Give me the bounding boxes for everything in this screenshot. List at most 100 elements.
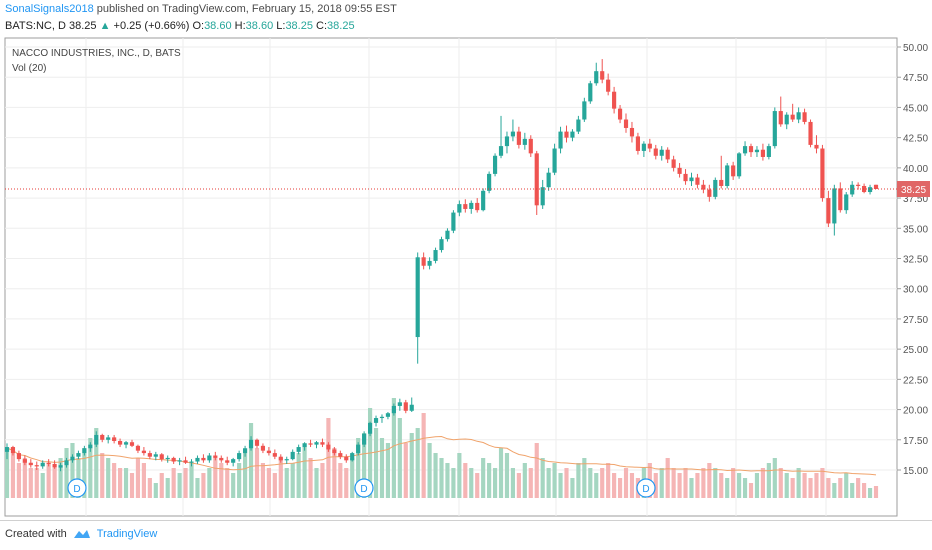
candle-body (653, 148, 658, 156)
volume-bar (707, 463, 712, 498)
candle-body (320, 442, 325, 445)
volume-bar (123, 468, 129, 498)
volume-bar (421, 413, 426, 498)
volume-bar (659, 468, 664, 498)
volume-bar (802, 473, 807, 498)
volume-ma-line (6, 435, 877, 476)
volume-bar (737, 473, 742, 498)
candle-body (504, 136, 510, 147)
volume-bar (350, 458, 355, 498)
volume-bar (302, 443, 307, 498)
volume-bar (469, 468, 474, 498)
candle-body (409, 404, 414, 411)
y-tick-label: 45.00 (903, 103, 928, 114)
volume-bar (766, 463, 771, 498)
price-chart[interactable]: 15.00 17.50 20.00 22.50 25.00 27.50 30.00 32.50… (0, 36, 932, 520)
candle-body (873, 184, 879, 190)
volume-bar (427, 443, 432, 498)
candle-body (373, 418, 379, 423)
volume-bar (266, 468, 271, 498)
volume-bar (451, 468, 456, 498)
dividend-marker-label: D (642, 484, 649, 495)
candle-body (528, 138, 533, 154)
candle-body (362, 433, 367, 445)
volume-bar (272, 473, 277, 498)
y-tick-label: 22.50 (903, 375, 928, 386)
publish-header: SonalSignals2018 published on TradingVie… (5, 3, 397, 15)
candle-body (534, 153, 539, 206)
volume-bar (873, 486, 879, 498)
volume-bar (588, 468, 593, 498)
author-link[interactable]: SonalSignals2018 (5, 3, 94, 15)
candle-body (671, 159, 676, 168)
candle-body (629, 127, 635, 137)
candle-body (207, 455, 212, 461)
volume-bar (552, 463, 557, 498)
candle-body (165, 457, 170, 460)
volume-bar (338, 463, 343, 498)
candle-body (731, 165, 736, 177)
volume-bar (308, 458, 313, 498)
candle-body (123, 442, 129, 445)
candle-body (510, 131, 516, 137)
footer-divider (0, 520, 932, 521)
candle-body (445, 230, 450, 240)
y-tick-label: 35.00 (903, 224, 928, 235)
volume-bar (34, 468, 39, 498)
volume-bar (534, 443, 539, 498)
volume-bar (100, 453, 105, 498)
candle-body (195, 457, 200, 462)
dividend-marker[interactable]: D (636, 478, 656, 498)
volume-bar (171, 468, 176, 498)
plot-area (4, 37, 898, 517)
candle-body (302, 443, 307, 448)
candle-body (683, 173, 688, 182)
volume-bar (141, 463, 146, 498)
candle-body (582, 101, 587, 120)
candle-body (820, 148, 825, 199)
volume-bar (242, 453, 248, 498)
volume-bar (463, 463, 468, 498)
candle-body (16, 453, 21, 460)
volume-bar (510, 468, 516, 498)
candle-body (689, 177, 694, 182)
tradingview-brand-link[interactable]: TradingView (96, 528, 158, 540)
volume-bar (558, 473, 563, 498)
volume-bar (617, 478, 623, 498)
volume-bar (742, 478, 748, 498)
candle-body (397, 402, 402, 406)
low-label: L: (276, 20, 286, 32)
candle-body (748, 146, 754, 153)
volume-bar (147, 478, 152, 498)
candle-body (600, 71, 605, 80)
candle-body (112, 437, 117, 441)
candle-body (742, 146, 748, 154)
volume-bar (808, 478, 813, 498)
candle-body (284, 459, 289, 461)
volume-bar (600, 468, 605, 498)
volume-bar (629, 473, 635, 498)
volume-bar (826, 478, 831, 498)
candle-body (665, 149, 670, 160)
candle-body (832, 188, 837, 224)
y-tick-label: 50.00 (903, 43, 928, 54)
volume-bar (576, 463, 581, 498)
volume-bar (177, 473, 182, 498)
volume-bar (362, 433, 367, 498)
volume-bar (260, 463, 266, 498)
candle-body (546, 172, 551, 188)
candle-body (296, 447, 301, 452)
volume-bar (153, 483, 158, 498)
candle-body (290, 451, 295, 460)
candle-body (481, 190, 486, 211)
candle-body (225, 460, 230, 463)
candle-body (707, 189, 712, 197)
y-tick-label: 42.50 (903, 134, 928, 145)
volume-bar (725, 478, 730, 498)
candle-body (219, 457, 224, 461)
volume-bar (665, 458, 670, 498)
volume-bar (814, 473, 819, 498)
candle-body (171, 457, 176, 462)
dividend-marker[interactable]: D (67, 478, 87, 498)
dividend-marker[interactable]: D (354, 478, 374, 498)
